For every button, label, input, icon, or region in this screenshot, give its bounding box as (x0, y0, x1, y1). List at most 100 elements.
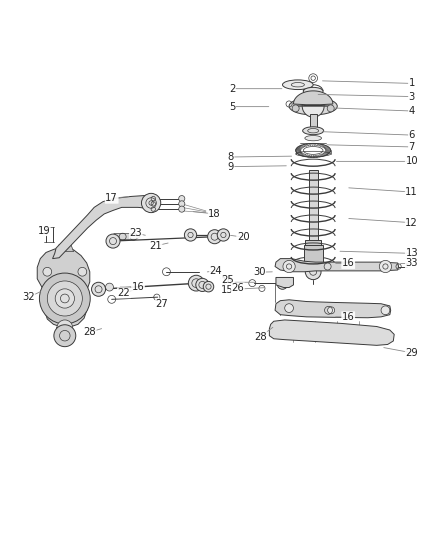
Polygon shape (325, 152, 330, 153)
Text: 16: 16 (342, 259, 355, 269)
Circle shape (106, 283, 113, 291)
Circle shape (203, 281, 214, 292)
Text: 11: 11 (405, 187, 418, 197)
Polygon shape (296, 148, 302, 149)
Polygon shape (296, 150, 301, 151)
Circle shape (39, 273, 90, 324)
Circle shape (327, 105, 334, 112)
Polygon shape (296, 149, 301, 150)
Polygon shape (275, 300, 391, 318)
Polygon shape (325, 151, 331, 152)
Circle shape (188, 275, 204, 291)
Text: 30: 30 (253, 267, 265, 277)
Polygon shape (306, 144, 309, 146)
Ellipse shape (289, 98, 337, 115)
Circle shape (106, 234, 120, 248)
Text: 20: 20 (237, 232, 249, 242)
Polygon shape (318, 144, 322, 146)
Text: 21: 21 (149, 241, 162, 251)
Circle shape (184, 229, 197, 241)
Circle shape (141, 193, 161, 213)
Polygon shape (297, 147, 303, 148)
Circle shape (381, 306, 390, 314)
Text: 17: 17 (105, 193, 118, 203)
Text: 16: 16 (342, 312, 355, 322)
Polygon shape (320, 144, 325, 147)
Text: 13: 13 (406, 248, 418, 259)
Polygon shape (312, 143, 313, 146)
Polygon shape (318, 155, 321, 157)
Text: 28: 28 (254, 332, 267, 342)
Polygon shape (37, 248, 90, 327)
Circle shape (283, 260, 295, 273)
Bar (309, 170, 318, 258)
Circle shape (78, 268, 87, 276)
Text: 3: 3 (409, 92, 415, 102)
Polygon shape (275, 259, 399, 272)
Text: 26: 26 (231, 283, 244, 293)
Circle shape (92, 282, 106, 296)
Polygon shape (56, 327, 71, 333)
Circle shape (179, 196, 185, 201)
Text: 23: 23 (130, 228, 142, 238)
Text: 9: 9 (228, 161, 234, 172)
Circle shape (47, 281, 82, 316)
Polygon shape (322, 154, 328, 155)
Text: 24: 24 (210, 266, 222, 276)
Circle shape (208, 230, 222, 244)
Polygon shape (296, 151, 301, 152)
Polygon shape (323, 147, 328, 148)
Polygon shape (316, 144, 319, 146)
Text: 8: 8 (228, 152, 234, 162)
Polygon shape (321, 154, 325, 156)
Text: 6: 6 (409, 130, 415, 140)
Text: 32: 32 (22, 292, 35, 302)
Circle shape (60, 326, 69, 334)
Text: 7: 7 (409, 142, 415, 152)
Text: 33: 33 (406, 259, 418, 269)
Text: 14: 14 (221, 277, 233, 287)
Polygon shape (298, 153, 303, 155)
Polygon shape (324, 148, 330, 149)
Text: 22: 22 (117, 288, 131, 298)
Text: 18: 18 (208, 209, 221, 219)
Circle shape (379, 260, 392, 273)
Polygon shape (56, 245, 74, 252)
Text: 5: 5 (229, 102, 235, 111)
Circle shape (285, 304, 293, 312)
Text: 27: 27 (155, 298, 169, 309)
Ellipse shape (303, 127, 324, 135)
Ellipse shape (305, 135, 321, 141)
Polygon shape (276, 278, 293, 287)
Polygon shape (303, 144, 307, 147)
Circle shape (302, 95, 324, 117)
Text: 28: 28 (84, 327, 96, 337)
Circle shape (43, 268, 52, 276)
Text: 29: 29 (405, 348, 418, 358)
Polygon shape (307, 155, 310, 157)
Polygon shape (322, 146, 327, 147)
Polygon shape (53, 196, 158, 259)
Circle shape (277, 279, 288, 289)
Polygon shape (304, 155, 308, 157)
Polygon shape (309, 143, 311, 146)
Polygon shape (293, 91, 333, 106)
Bar (304, 245, 323, 266)
Polygon shape (324, 152, 329, 154)
Polygon shape (300, 154, 304, 156)
Text: 16: 16 (131, 282, 145, 292)
Ellipse shape (303, 87, 323, 95)
Bar (310, 114, 317, 127)
Text: 12: 12 (405, 217, 418, 228)
Text: 15: 15 (220, 285, 233, 295)
Polygon shape (269, 320, 394, 345)
Circle shape (324, 263, 331, 270)
Bar (305, 240, 321, 266)
Text: 4: 4 (409, 106, 415, 116)
Polygon shape (315, 155, 318, 157)
Polygon shape (313, 155, 314, 157)
Circle shape (54, 325, 76, 346)
Text: 1: 1 (409, 78, 415, 88)
Text: 19: 19 (37, 225, 50, 236)
Circle shape (305, 264, 321, 280)
